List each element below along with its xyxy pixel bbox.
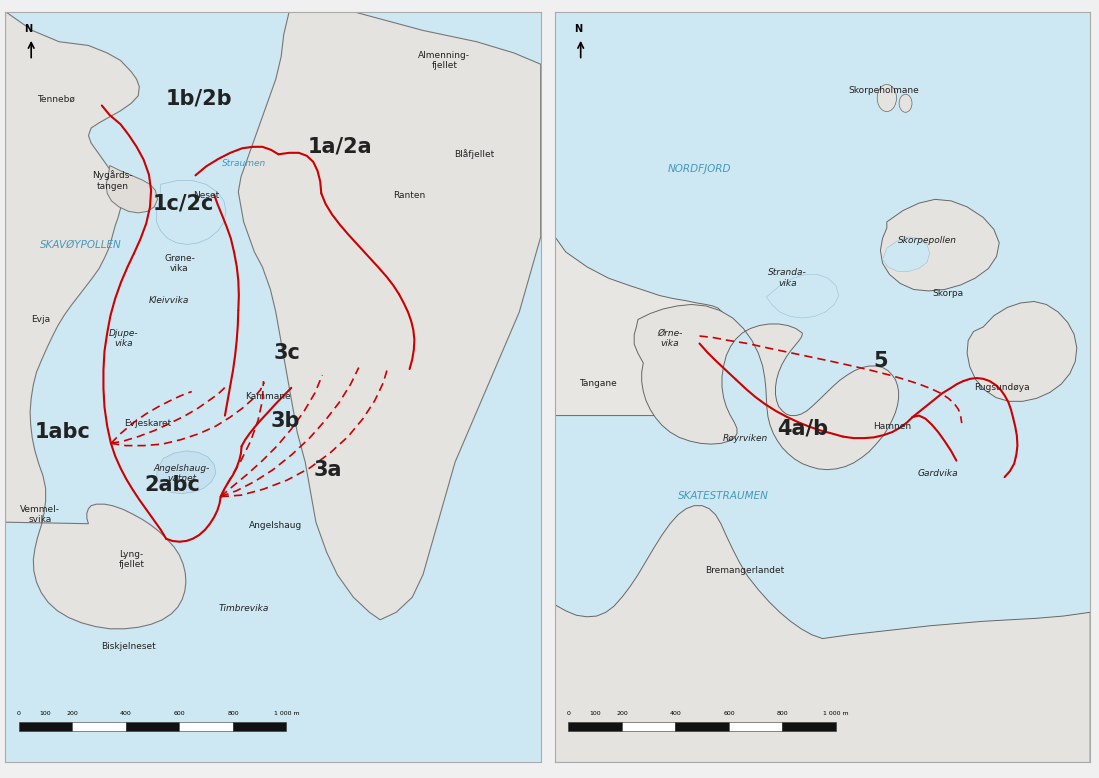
Text: Grøne-
vika: Grøne- vika [164,254,195,273]
Text: Skorpeholmane: Skorpeholmane [848,86,920,95]
Text: 600: 600 [174,710,186,716]
Polygon shape [880,199,999,291]
Text: Biskjelneset: Biskjelneset [101,642,156,650]
Text: Ørne-
vika: Ørne- vika [657,328,682,348]
Text: Rugsundøya: Rugsundøya [974,383,1030,391]
Text: 2abc: 2abc [145,475,200,495]
Bar [622,721,676,731]
Text: Blåfjellet: Blåfjellet [454,149,493,159]
Polygon shape [107,166,157,213]
Text: Bremangerlandet: Bremangerlandet [706,566,785,576]
Polygon shape [5,12,186,629]
Text: 0: 0 [566,710,570,716]
Text: 0: 0 [16,710,21,716]
Text: Tangane: Tangane [579,379,617,387]
Text: 600: 600 [723,710,735,716]
Bar [729,721,782,731]
Circle shape [877,85,897,111]
Polygon shape [634,304,899,470]
Text: NORDFJORD: NORDFJORD [668,164,731,174]
Text: Timbrevika: Timbrevika [219,604,269,613]
Polygon shape [555,506,1090,762]
Polygon shape [967,301,1077,401]
Text: Nygårds-
tangen: Nygårds- tangen [92,170,133,191]
Text: Stranda-
vika: Stranda- vika [768,268,807,288]
Text: Ranten: Ranten [393,191,425,200]
Polygon shape [238,12,541,620]
Text: 800: 800 [227,710,238,716]
Text: 800: 800 [777,710,788,716]
Polygon shape [157,451,215,494]
Text: Røyrviken: Røyrviken [722,433,767,443]
Text: 200: 200 [617,710,628,716]
Text: Evjeskaret: Evjeskaret [124,419,171,428]
Text: 1c/2c: 1c/2c [153,193,214,213]
Text: Angelshaug-
vatnet: Angelshaug- vatnet [154,464,210,483]
Text: Almenning-
fjellet: Almenning- fjellet [419,51,470,70]
Text: Lyng-
fjellet: Lyng- fjellet [119,550,144,569]
Polygon shape [156,180,226,244]
Text: N: N [24,24,33,34]
Text: SKATESTRAUMEN: SKATESTRAUMEN [678,491,769,501]
Text: 1b/2b: 1b/2b [166,88,233,108]
Text: Kleivvika: Kleivvika [148,296,189,305]
Text: N: N [574,24,582,34]
Bar [782,721,836,731]
Text: 3b: 3b [270,411,300,431]
Text: 1abc: 1abc [35,422,91,442]
Polygon shape [882,237,930,272]
Text: Skorpa: Skorpa [933,289,964,298]
Text: 100: 100 [589,710,601,716]
Text: Gardvika: Gardvika [918,469,958,478]
Text: Evja: Evja [31,315,49,324]
Circle shape [899,94,912,112]
Text: 1 000 m: 1 000 m [274,710,299,716]
Text: 100: 100 [40,710,52,716]
Bar [126,721,179,731]
Text: 1 000 m: 1 000 m [823,710,848,716]
Text: 200: 200 [67,710,78,716]
Text: 400: 400 [669,710,681,716]
Text: 400: 400 [120,710,132,716]
Bar [568,721,622,731]
Bar [676,721,729,731]
Bar [19,721,73,731]
Text: 5: 5 [874,351,888,371]
Text: Straumen: Straumen [222,159,266,168]
Bar [73,721,126,731]
Text: Kammane: Kammane [245,391,290,401]
Text: 4a/b: 4a/b [777,419,829,438]
Text: Skorpepollen: Skorpepollen [898,237,956,245]
Text: Neset: Neset [193,191,220,200]
Text: Vemmel-
svika: Vemmel- svika [20,505,60,524]
Text: Hamnen: Hamnen [873,422,911,431]
Text: 3a: 3a [313,460,342,480]
Bar [179,721,233,731]
Polygon shape [555,12,729,415]
Text: Tennebø: Tennebø [37,95,75,104]
Text: 1a/2a: 1a/2a [308,137,373,157]
Text: Angelshaug: Angelshaug [249,521,302,531]
Text: Djupe-
vika: Djupe- vika [109,328,138,348]
Text: SKAVØYPOLLEN: SKAVØYPOLLEN [40,240,121,250]
Polygon shape [766,275,839,318]
Bar [233,721,287,731]
Text: 3c: 3c [273,343,300,363]
